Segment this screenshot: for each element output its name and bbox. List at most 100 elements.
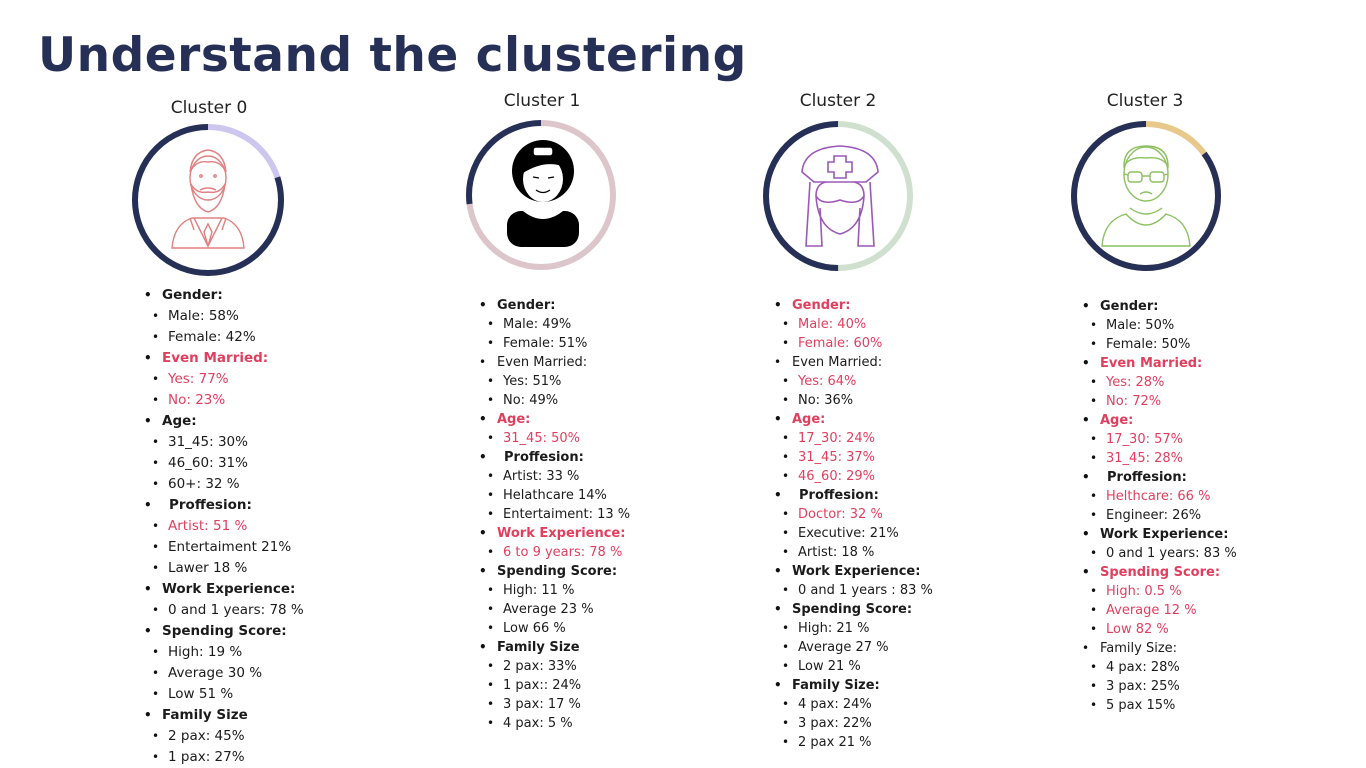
stat-value: No: 72%: [1084, 392, 1237, 411]
stat-value: High: 19 %: [146, 642, 304, 663]
stat-value: Artist: 33 %: [481, 467, 630, 486]
stat-category: Proffesion:: [479, 448, 630, 467]
stat-value: 4 pax: 28%: [1084, 658, 1237, 677]
stat-category: Even Married:: [144, 348, 304, 369]
stat-value: Lawer 18 %: [146, 558, 304, 579]
stat-category: Work Experience:: [479, 524, 630, 543]
stat-value: 31_45: 30%: [146, 432, 304, 453]
stat-category: Age:: [1082, 411, 1237, 430]
stat-value: Helthcare: 66 %: [1084, 487, 1237, 506]
stat-value: 3 pax: 22%: [776, 714, 933, 733]
stat-category: Family Size:: [1082, 639, 1237, 658]
stat-value: 31_45: 50%: [481, 429, 630, 448]
ring-dark-arc: [763, 121, 913, 271]
stat-value: Female: 60%: [776, 334, 933, 353]
stat-value: Helathcare 14%: [481, 486, 630, 505]
stat-value: 31_45: 37%: [776, 448, 933, 467]
stat-value: 17_30: 24%: [776, 429, 933, 448]
stat-category: Work Experience:: [144, 579, 304, 600]
cluster-name: Cluster 1: [503, 91, 581, 111]
stat-value: 5 pax 15%: [1084, 696, 1237, 715]
stat-value: Yes: 28%: [1084, 373, 1237, 392]
cluster-name: Cluster 3: [1106, 91, 1184, 111]
stat-value: Male: 49%: [481, 315, 630, 334]
stat-value: 1 pax:: 24%: [481, 676, 630, 695]
stat-value: Average 27 %: [776, 638, 933, 657]
stat-value: No: 36%: [776, 391, 933, 410]
stat-value: No: 23%: [146, 390, 304, 411]
cluster-name: Cluster 2: [799, 91, 877, 111]
stat-value: Low 66 %: [481, 619, 630, 638]
cluster-ring: [1071, 121, 1221, 271]
stat-category: Gender:: [479, 296, 630, 315]
stat-value: Entertaiment 21%: [146, 537, 304, 558]
stat-value: 46_60: 31%: [146, 453, 304, 474]
stat-value: 3 pax: 17 %: [481, 695, 630, 714]
cluster-stats-list: Gender:Male: 40%Female: 60%Even Married:…: [774, 296, 933, 752]
stat-category: Even Married:: [479, 353, 630, 372]
stat-category: Spending Score:: [1082, 563, 1237, 582]
stat-category: Spending Score:: [144, 621, 304, 642]
stat-value: Entertaiment: 13 %: [481, 505, 630, 524]
stat-value: Male: 50%: [1084, 316, 1237, 335]
stat-value: Low 51 %: [146, 684, 304, 705]
stat-value: Engineer: 26%: [1084, 506, 1237, 525]
stat-value: Average 23 %: [481, 600, 630, 619]
cluster-ring: [763, 121, 913, 271]
stat-category: Work Experience:: [1082, 525, 1237, 544]
stat-category: Family Size:: [774, 676, 933, 695]
stat-value: High: 21 %: [776, 619, 933, 638]
stat-value: 0 and 1 years : 83 %: [776, 581, 933, 600]
stat-value: 60+: 32 %: [146, 474, 304, 495]
stat-value: 17_30: 57%: [1084, 430, 1237, 449]
cluster-ring: [466, 120, 616, 270]
stat-value: Male: 40%: [776, 315, 933, 334]
stat-value: 2 pax 21 %: [776, 733, 933, 752]
stat-category: Proffesion:: [144, 495, 304, 516]
stat-value: 2 pax: 45%: [146, 726, 304, 747]
stat-value: 31_45: 28%: [1084, 449, 1237, 468]
stat-category: Proffesion:: [1082, 468, 1237, 487]
stat-value: 0 and 1 years: 83 %: [1084, 544, 1237, 563]
ring-dark-arc: [1071, 121, 1221, 271]
woman-with-bun-icon: [507, 140, 579, 247]
stat-value: High: 11 %: [481, 581, 630, 600]
stat-value: Yes: 51%: [481, 372, 630, 391]
stat-value: 2 pax: 33%: [481, 657, 630, 676]
stat-category: Gender:: [1082, 297, 1237, 316]
stat-value: 3 pax: 25%: [1084, 677, 1237, 696]
stat-value: Artist: 51 %: [146, 516, 304, 537]
stat-value: Male: 58%: [146, 306, 304, 327]
stat-value: Executive: 21%: [776, 524, 933, 543]
cluster-name: Cluster 0: [170, 98, 248, 118]
stat-value: High: 0.5 %: [1084, 582, 1237, 601]
stat-value: 6 to 9 years: 78 %: [481, 543, 630, 562]
bearded-man-icon: [171, 149, 245, 249]
stat-value: Low 82 %: [1084, 620, 1237, 639]
stat-value: Artist: 18 %: [776, 543, 933, 562]
stat-value: Doctor: 32 %: [776, 505, 933, 524]
stat-category: Age:: [774, 410, 933, 429]
stat-value: Yes: 77%: [146, 369, 304, 390]
stat-value: Female: 50%: [1084, 335, 1237, 354]
stat-value: 1 pax: 27%: [146, 747, 304, 768]
ring-dark-arc: [132, 124, 284, 276]
cluster-stats-list: Gender:Male: 50%Female: 50%Even Married:…: [1082, 297, 1237, 715]
stat-value: 0 and 1 years: 78 %: [146, 600, 304, 621]
page-title: Understand the clustering: [38, 28, 747, 83]
stat-category: Proffesion:: [774, 486, 933, 505]
nurse-icon: [801, 145, 879, 247]
stat-value: Yes: 64%: [776, 372, 933, 391]
stat-category: Work Experience:: [774, 562, 933, 581]
stat-category: Gender:: [774, 296, 933, 315]
stat-category: Spending Score:: [774, 600, 933, 619]
stat-value: 46_60: 29%: [776, 467, 933, 486]
stat-value: 4 pax: 5 %: [481, 714, 630, 733]
cluster-stats-list: Gender:Male: 58%Female: 42%Even Married:…: [144, 285, 304, 768]
stat-value: Average 12 %: [1084, 601, 1237, 620]
stat-value: Average 30 %: [146, 663, 304, 684]
cluster-stats-list: Gender:Male: 49%Female: 51%Even Married:…: [479, 296, 630, 733]
stat-category: Spending Score:: [479, 562, 630, 581]
stat-category: Age:: [144, 411, 304, 432]
stat-category: Even Married:: [1082, 354, 1237, 373]
